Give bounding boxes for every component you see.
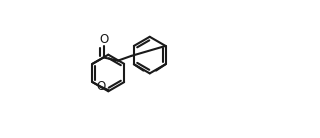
Text: O: O xyxy=(97,80,106,93)
Text: O: O xyxy=(99,33,108,46)
